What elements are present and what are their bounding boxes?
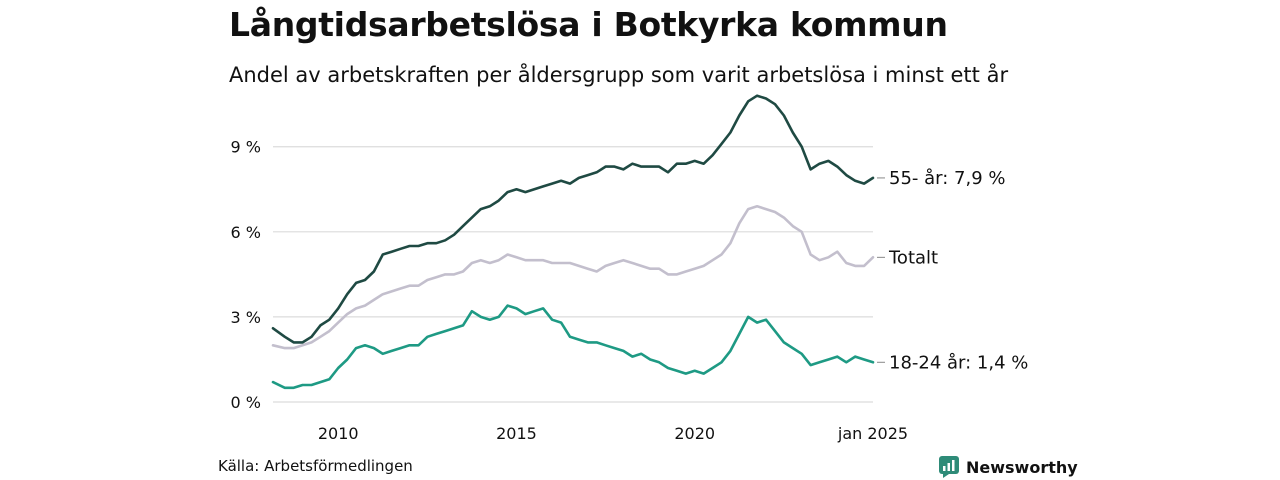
chart-subtitle: Andel av arbetskraften per åldersgrupp s…: [229, 63, 1009, 87]
series-end-label: 18-24 år: 1,4 %: [889, 352, 1028, 373]
x-tick-label: jan 2025: [837, 424, 908, 443]
grid-lines: [273, 146, 873, 403]
y-tick-label: 0 %: [231, 393, 261, 412]
chart-title: Långtidsarbetslösa i Botkyrka kommun: [229, 5, 948, 44]
series-end-label: 55- år: 7,9 %: [889, 168, 1005, 189]
series-end-label: Totalt: [888, 247, 938, 268]
x-axis-tick-labels: 2010 2015 2020 jan 2025: [318, 424, 908, 443]
x-tick-label: 2015: [496, 424, 537, 443]
series-lines: [271, 94, 875, 390]
x-tick-label: 2020: [674, 424, 715, 443]
brand-name: Newsworthy: [966, 457, 1078, 477]
source-credit: Källa: Arbetsförmedlingen: [218, 457, 413, 475]
y-tick-label: 9 %: [231, 138, 261, 157]
series-line-total: [271, 205, 875, 350]
series-line-18-24: [271, 304, 875, 390]
series-end-labels: 55- år: 7,9 % Totalt 18-24 år: 1,4 %: [877, 168, 1028, 373]
series-line-55: [271, 94, 875, 344]
y-tick-label: 6 %: [231, 223, 261, 242]
x-tick-label: 2010: [318, 424, 359, 443]
y-axis-tick-labels: 0 % 3 % 6 % 9 %: [231, 138, 261, 412]
y-tick-label: 3 %: [231, 308, 261, 327]
brand-logo[interactable]: Newsworthy: [938, 455, 1078, 479]
newsworthy-logo-icon: [939, 456, 959, 478]
